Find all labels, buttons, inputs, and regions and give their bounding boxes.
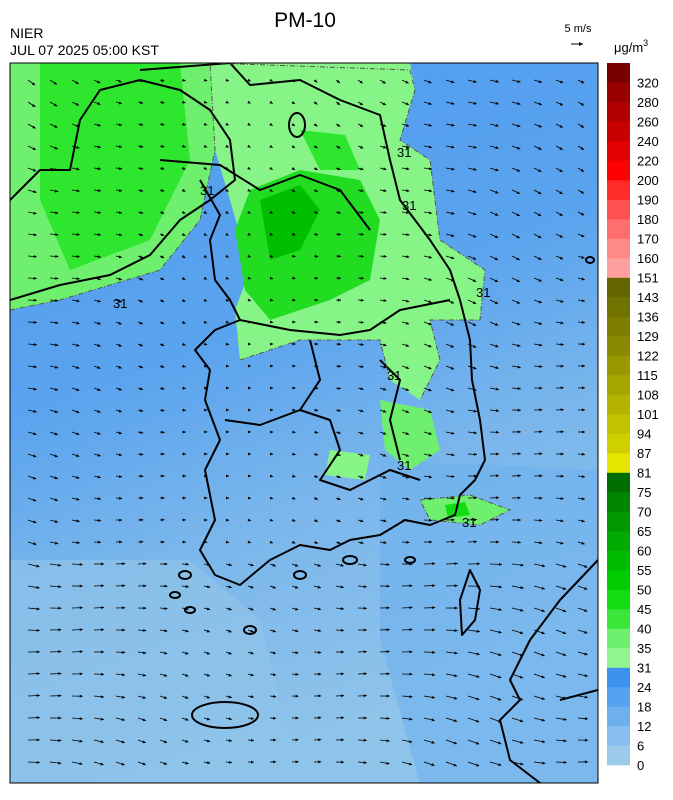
- legend-swatch: [607, 726, 630, 746]
- unit-exponent: 3: [643, 38, 648, 48]
- legend-label: 18: [637, 700, 651, 715]
- legend-swatch: [607, 570, 630, 590]
- unit: μg/m3: [614, 38, 648, 55]
- legend-label: 81: [637, 466, 651, 481]
- map-area: 31 31 31 31 31 31 31 31: [10, 63, 598, 783]
- legend-swatch: [607, 590, 630, 610]
- contour-label: 31: [397, 458, 411, 473]
- legend-swatch: [607, 180, 630, 200]
- legend-label: 94: [637, 427, 651, 442]
- legend-label: 12: [637, 719, 651, 734]
- legend-swatch: [607, 668, 630, 688]
- wind-scale-label: 5 m/s: [565, 23, 592, 35]
- legend-swatch: [607, 629, 630, 649]
- legend-label: 101: [637, 407, 659, 422]
- legend-swatch: [607, 278, 630, 298]
- color-legend: 0 6 12 18 24 31 35 40 45 50 55 60 65 70 75 81 87 94 101 108…: [607, 63, 659, 773]
- legend-swatch: [607, 258, 630, 278]
- legend-swatch: [607, 551, 630, 571]
- legend-swatch: [607, 707, 630, 727]
- legend-swatch: [607, 395, 630, 415]
- legend-label: 75: [637, 485, 651, 500]
- legend-label: 136: [637, 310, 659, 325]
- legend-swatch: [607, 609, 630, 629]
- contour-label: 31: [200, 183, 214, 198]
- legend-swatch: [607, 83, 630, 103]
- legend-label: 87: [637, 446, 651, 461]
- contour-label: 31: [113, 296, 127, 311]
- legend-swatch: [607, 414, 630, 434]
- legend-swatch: [607, 473, 630, 493]
- contour-label: 31: [462, 515, 476, 530]
- legend-label: 60: [637, 544, 651, 559]
- title: PM-10: [274, 9, 336, 32]
- legend-label: 0: [637, 758, 644, 773]
- legend-label: 260: [637, 115, 659, 130]
- legend-label: 190: [637, 193, 659, 208]
- legend-label: 55: [637, 563, 651, 578]
- legend-swatch: [607, 492, 630, 512]
- legend-label: 280: [637, 95, 659, 110]
- legend-swatch: [607, 453, 630, 473]
- legend-swatch: [607, 63, 630, 83]
- legend-label: 143: [637, 290, 659, 305]
- legend-label: 24: [637, 680, 651, 695]
- legend-label: 65: [637, 524, 651, 539]
- legend-label: 108: [637, 388, 659, 403]
- contour-label: 31: [397, 145, 411, 160]
- legend-swatch: [607, 102, 630, 122]
- legend-label: 240: [637, 134, 659, 149]
- legend-label: 170: [637, 232, 659, 247]
- legend-swatch: [607, 239, 630, 259]
- legend-swatch: [607, 687, 630, 707]
- contour-label: 31: [387, 368, 401, 383]
- legend-swatch: [607, 434, 630, 454]
- legend-label: 31: [637, 661, 651, 676]
- legend-swatch: [607, 297, 630, 317]
- legend-label: 320: [637, 76, 659, 91]
- legend-label: 151: [637, 271, 659, 286]
- legend-label: 70: [637, 505, 651, 520]
- legend-swatch: [607, 336, 630, 356]
- legend-swatch: [607, 531, 630, 551]
- legend-swatch: [607, 161, 630, 181]
- legend-swatch: [607, 512, 630, 532]
- legend-swatch: [607, 200, 630, 220]
- legend-label: 115: [637, 368, 658, 383]
- legend-label: 45: [637, 602, 651, 617]
- legend-label: 6: [637, 739, 644, 754]
- agency: NIER: [10, 25, 43, 41]
- legend-swatch: [607, 219, 630, 239]
- legend-label: 180: [637, 212, 659, 227]
- datetime: JUL 07 2025 05:00 KST: [10, 42, 159, 58]
- legend-swatch: [607, 375, 630, 395]
- legend-swatch: [607, 317, 630, 337]
- legend-swatch: [607, 356, 630, 376]
- legend-label: 122: [637, 349, 659, 364]
- legend-label: 200: [637, 173, 659, 188]
- legend-label: 40: [637, 622, 651, 637]
- contour-label: 31: [476, 285, 490, 300]
- legend-label: 50: [637, 583, 651, 598]
- wind-scale-arrow: [571, 42, 583, 46]
- legend-label: 160: [637, 251, 659, 266]
- legend-swatch: [607, 141, 630, 161]
- legend-swatch: [607, 122, 630, 142]
- unit-base: μg/m: [614, 40, 643, 55]
- legend-swatch: [607, 648, 630, 668]
- legend-label: 220: [637, 154, 659, 169]
- legend-swatch: [607, 746, 630, 766]
- legend-label: 129: [637, 329, 659, 344]
- contour-label: 31: [402, 198, 416, 213]
- legend-label: 35: [637, 641, 651, 656]
